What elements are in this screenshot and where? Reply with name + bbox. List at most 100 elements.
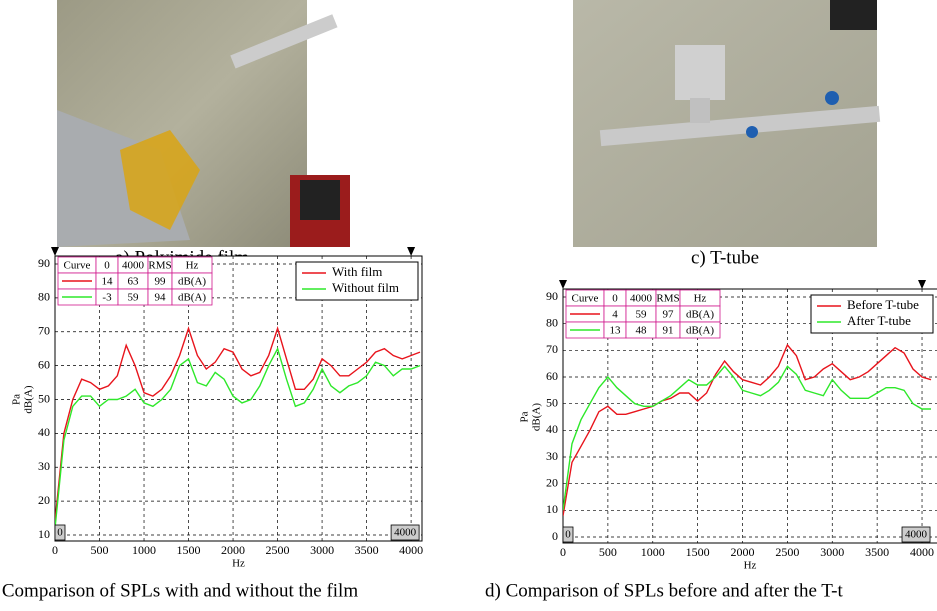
table-text: 91 bbox=[663, 325, 674, 337]
table-text: RMS bbox=[656, 293, 679, 305]
chart-caption: d) Comparison of SPLs before and after t… bbox=[485, 580, 843, 601]
x-tick-label: 2000 bbox=[221, 543, 245, 557]
x-tick-label: 3500 bbox=[355, 543, 379, 557]
legend-box bbox=[810, 294, 934, 334]
table-text: 0 bbox=[612, 293, 618, 305]
y-axis-label: dB(A) bbox=[531, 403, 543, 431]
legend-box bbox=[295, 261, 419, 301]
table-text: 0 bbox=[104, 260, 110, 272]
table-text: 4000 bbox=[630, 293, 653, 305]
y-tick-label: 50 bbox=[38, 391, 50, 405]
cursor-label: 0 bbox=[565, 529, 571, 541]
y-tick-label: 70 bbox=[38, 324, 50, 338]
x-tick-label: 0 bbox=[52, 543, 58, 557]
table-text: Hz bbox=[186, 260, 199, 272]
y-axis-unit: Pa bbox=[519, 411, 531, 422]
x-tick-label: 500 bbox=[599, 545, 617, 559]
cursor-marker bbox=[407, 247, 416, 256]
y-tick-label: 90 bbox=[546, 289, 558, 303]
y-axis-unit: Pa bbox=[11, 394, 23, 405]
y-axis-label: dB(A) bbox=[23, 385, 35, 413]
y-tick-label: 30 bbox=[546, 449, 558, 463]
y-tick-label: 20 bbox=[38, 493, 50, 507]
x-tick-label: 0 bbox=[560, 545, 566, 559]
x-tick-label: 1500 bbox=[177, 543, 201, 557]
table-text: dB(A) bbox=[178, 292, 206, 304]
x-tick-label: 500 bbox=[91, 543, 109, 557]
y-tick-label: 80 bbox=[546, 315, 558, 329]
y-tick-label: 50 bbox=[546, 395, 558, 409]
x-tick-label: 1500 bbox=[686, 545, 710, 559]
table-text: 97 bbox=[663, 309, 675, 321]
table-text: dB(A) bbox=[686, 325, 714, 337]
table-text: 59 bbox=[636, 309, 648, 321]
y-tick-label: 90 bbox=[38, 256, 50, 270]
x-tick-label: 3000 bbox=[310, 543, 334, 557]
y-tick-label: 80 bbox=[38, 290, 50, 304]
table-text: 59 bbox=[128, 292, 140, 304]
y-tick-label: 0 bbox=[552, 529, 558, 543]
x-tick-label: 3500 bbox=[865, 545, 889, 559]
x-tick-label: 4000 bbox=[910, 545, 934, 559]
cursor-box bbox=[901, 526, 931, 543]
chart-caption: Comparison of SPLs with and without the … bbox=[2, 580, 358, 601]
photo-caption: c) T-tube bbox=[691, 247, 759, 268]
x-axis-label: Hz bbox=[232, 558, 245, 570]
table-text: Curve bbox=[572, 293, 599, 305]
table-cell bbox=[679, 321, 721, 339]
x-axis-label: Hz bbox=[744, 560, 757, 572]
cursor-label: 4000 bbox=[905, 529, 928, 541]
table-text: 94 bbox=[155, 292, 167, 304]
x-tick-label: 3000 bbox=[820, 545, 844, 559]
table-text: dB(A) bbox=[178, 276, 206, 288]
table-text: -3 bbox=[102, 292, 112, 304]
x-tick-label: 2500 bbox=[775, 545, 799, 559]
cursor-label: 0 bbox=[57, 527, 63, 539]
y-tick-label: 40 bbox=[38, 425, 50, 439]
y-tick-label: 30 bbox=[38, 459, 50, 473]
table-text: 99 bbox=[155, 276, 167, 288]
cursor-marker bbox=[918, 280, 927, 289]
series-line bbox=[55, 346, 421, 529]
series-line bbox=[563, 343, 932, 516]
y-tick-label: 10 bbox=[546, 502, 558, 516]
y-tick-label: 60 bbox=[38, 357, 50, 371]
table-text: 14 bbox=[102, 276, 114, 288]
y-tick-label: 10 bbox=[38, 527, 50, 541]
y-tick-label: 60 bbox=[546, 369, 558, 383]
x-tick-label: 2000 bbox=[731, 545, 755, 559]
photo-t-tube bbox=[573, 0, 881, 247]
table-text: 48 bbox=[636, 325, 648, 337]
x-tick-label: 2500 bbox=[266, 543, 290, 557]
cursor-box bbox=[562, 526, 574, 543]
x-tick-label: 1000 bbox=[132, 543, 156, 557]
y-tick-label: 70 bbox=[546, 342, 558, 356]
table-text: Curve bbox=[64, 260, 91, 272]
table-text: Hz bbox=[694, 293, 707, 305]
legend-label: After T-tube bbox=[847, 313, 911, 328]
table-cell bbox=[171, 288, 213, 306]
legend-label: Before T-tube bbox=[847, 297, 919, 312]
cursor-marker bbox=[51, 247, 59, 256]
x-tick-label: 4000 bbox=[399, 543, 423, 557]
y-tick-label: 40 bbox=[546, 422, 558, 436]
table-text: dB(A) bbox=[686, 309, 714, 321]
photo-polyimide bbox=[57, 0, 350, 247]
cursor-box bbox=[390, 524, 420, 541]
y-tick-label: 20 bbox=[546, 475, 558, 489]
cursor-label: 4000 bbox=[394, 527, 417, 539]
table-text: 63 bbox=[128, 276, 140, 288]
series-line bbox=[563, 365, 931, 511]
series-line bbox=[55, 326, 421, 522]
cursor-box bbox=[54, 524, 66, 541]
x-tick-label: 1000 bbox=[641, 545, 665, 559]
table-text: 4 bbox=[612, 309, 618, 321]
table-text: RMS bbox=[148, 260, 171, 272]
table-text: 13 bbox=[610, 325, 622, 337]
legend-label: With film bbox=[332, 264, 382, 279]
cursor-marker bbox=[559, 280, 567, 289]
table-text: 4000 bbox=[122, 260, 145, 272]
legend-label: Without film bbox=[332, 280, 399, 295]
